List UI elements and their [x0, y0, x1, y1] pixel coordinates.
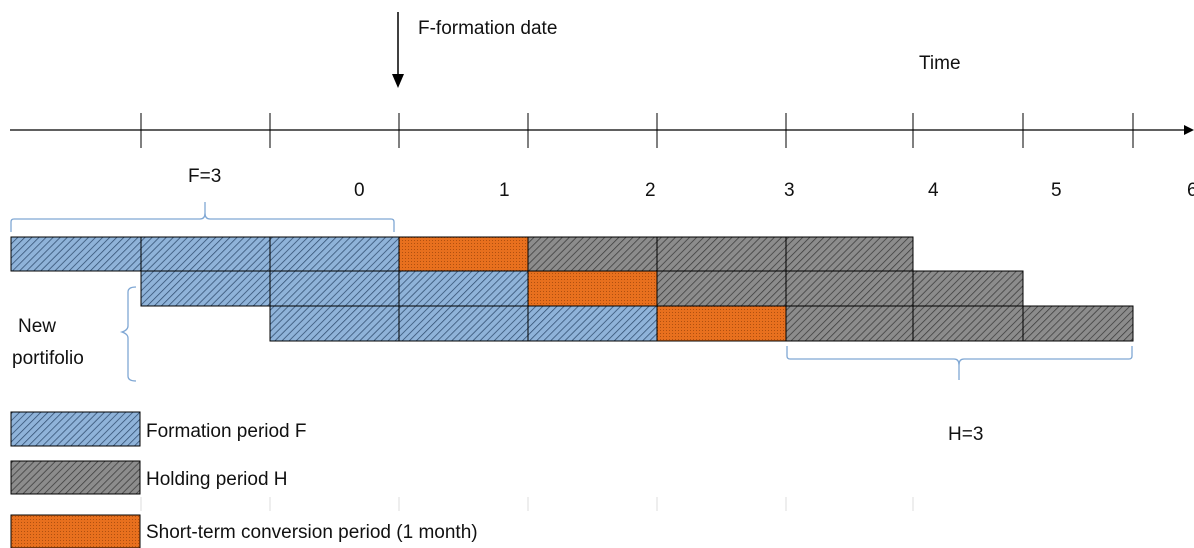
h-brace-label: H=3	[948, 424, 983, 445]
legend: Formation period F Holding period H Shor…	[10, 411, 478, 548]
time-axis	[10, 113, 1194, 148]
formation-cell	[398, 270, 529, 307]
tick-label: 2	[645, 180, 656, 201]
holding-cell	[785, 270, 914, 307]
f-brace	[10, 202, 395, 232]
conversion-cell	[656, 305, 787, 342]
tick-label: 1	[499, 180, 510, 201]
new-portfolio-label-line2: portifolio	[12, 348, 84, 369]
tick-label: 3	[784, 180, 795, 201]
time-label: Time	[919, 53, 961, 74]
holding-cell	[912, 270, 1024, 307]
formation-cell	[140, 270, 271, 307]
legend-label-conversion: Short-term conversion period (1 month)	[146, 522, 478, 543]
legend-label-formation: Formation period F	[146, 421, 307, 442]
formation-date-arrow	[392, 12, 404, 88]
formation-cell	[10, 236, 142, 272]
portfolio-row	[10, 236, 914, 272]
holding-cell	[656, 236, 787, 272]
f-brace-label: F=3	[188, 166, 221, 187]
legend-swatch-conversion	[10, 514, 141, 548]
legend-swatch-holding	[10, 460, 141, 495]
legend-label-holding: Holding period H	[146, 469, 288, 490]
holding-cell	[656, 270, 787, 307]
portfolio-row	[269, 305, 1134, 342]
holding-cell	[527, 236, 658, 272]
faint-guides	[140, 497, 914, 511]
holding-cell	[785, 305, 914, 342]
formation-cell	[140, 236, 271, 272]
tick-label: 5	[1051, 180, 1062, 201]
formation-cell	[527, 305, 658, 342]
portfolio-row	[140, 270, 1024, 307]
h-brace	[786, 346, 1133, 380]
tick-label: 4	[928, 180, 939, 201]
new-portfolio-label-line1: New	[18, 316, 56, 337]
formation-cell	[269, 270, 400, 307]
tick-label: 6	[1187, 180, 1194, 201]
conversion-cell	[398, 236, 529, 272]
conversion-cell	[527, 270, 658, 307]
new-portfolio-brace	[119, 286, 137, 382]
legend-swatch-formation	[10, 411, 141, 447]
holding-cell	[912, 305, 1024, 342]
holding-cell	[785, 236, 914, 272]
formation-cell	[398, 305, 529, 342]
formation-date-label: F-formation date	[418, 18, 557, 39]
formation-cell	[269, 305, 400, 342]
tick-label: 0	[354, 180, 365, 201]
formation-cell	[269, 236, 400, 272]
holding-cell	[1022, 305, 1134, 342]
